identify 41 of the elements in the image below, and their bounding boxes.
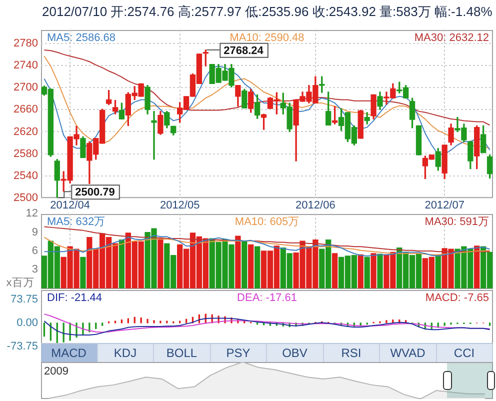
y-tick-label: 73.75 [10, 294, 38, 306]
x-tick-label: 2012/04 [50, 200, 90, 212]
y-tick-label: 9 [32, 226, 38, 238]
series-label: MA10: 605万 [234, 216, 300, 228]
y-tick-label: -73.75 [6, 340, 38, 352]
annotation: 2768.24 [224, 44, 264, 57]
annotation: CCI [436, 344, 493, 363]
annotation: BOLL [154, 344, 210, 363]
y-tick-label: 3 [32, 264, 38, 276]
series-label: DIF: -21.44 [47, 292, 102, 304]
y-tick-label: 6 [32, 245, 38, 258]
y-tick-label: 2500 [14, 192, 38, 204]
y-tick-label: 2660 [14, 104, 38, 116]
series-label: MACD: -7.65 [425, 292, 489, 304]
y-tick-label: 2700 [14, 82, 38, 94]
annotation: PSY [210, 344, 267, 363]
text: MA30: 2632.12 [414, 32, 489, 44]
annotation: 2500.79 [75, 186, 115, 199]
annotation: MACD [41, 344, 98, 363]
y-tick-label: 0.00 [16, 317, 38, 330]
y-tick-label: 2740 [14, 60, 38, 72]
text: MA10: 2590.48 [230, 32, 304, 44]
x-tick-label: 2012/06 [296, 200, 336, 212]
annotation: KDJ [98, 344, 154, 363]
text: MA5: 2586.68 [47, 32, 116, 44]
series-label: DEA: -17.61 [237, 292, 297, 304]
x-tick-label: 2012/07 [424, 200, 464, 212]
series-label: MA5: 632万 [47, 216, 106, 228]
x-tick-label: 2012/05 [160, 200, 200, 212]
y-tick-label: 2580 [14, 148, 38, 160]
y-axis-title: x百万 [6, 276, 34, 289]
annotation: RSI [324, 344, 380, 363]
y-tick-label: 12 [26, 208, 38, 220]
y-tick-label: 2620 [14, 126, 38, 138]
chart-title: 2012/07/10 开:2574.76 高:2577.97 低:2535.96 收:2543.92 量:583万 幅:-1.48% [42, 3, 492, 21]
y-tick-label: 2780 [14, 37, 38, 50]
y-tick-label: 2540 [14, 170, 38, 182]
text: MA30: 591万 [424, 216, 489, 228]
annotation: OBV [267, 344, 324, 363]
annotation: WVAD [380, 344, 436, 363]
annotation: 2009 [44, 366, 68, 378]
